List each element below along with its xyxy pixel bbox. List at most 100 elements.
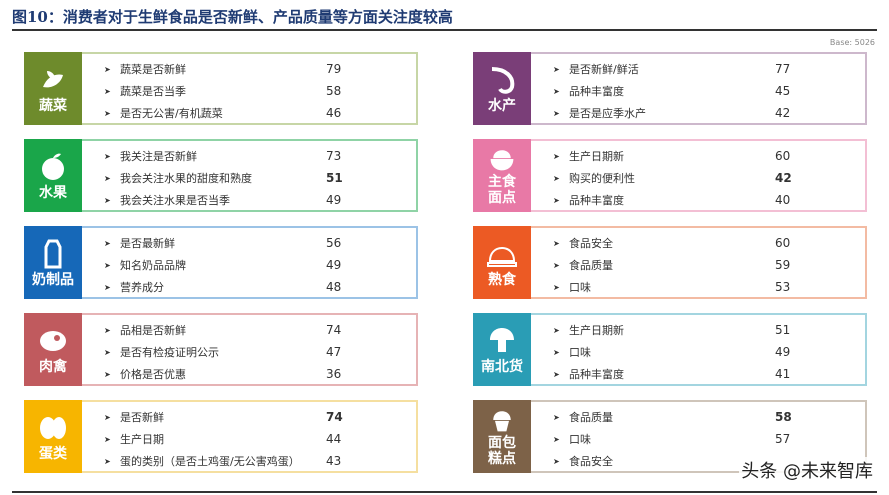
arrow-bullet-icon: ➤	[104, 108, 111, 118]
figure-title: 图10：消费者对于生鲜食品是否新鲜、产品质量等方面关注度较高	[12, 8, 453, 26]
item-label: 食品质量	[569, 411, 613, 424]
list-item: ➤ 品相是否新鲜 74	[104, 319, 416, 341]
item-value: 57	[775, 432, 791, 446]
bottom-divider	[12, 491, 877, 493]
item-label: 食品安全	[569, 237, 613, 250]
category-label: 主食面点	[488, 174, 516, 206]
list-item: ➤ 品种丰富度 41	[553, 363, 865, 385]
list-item: ➤ 我会关注水果是否当季 49	[104, 189, 416, 211]
cloche-icon	[487, 246, 517, 267]
item-label: 品种丰富度	[569, 194, 624, 207]
category-icon-block: 奶制品	[24, 226, 82, 299]
category-icon-block: 主食面点	[473, 139, 531, 212]
arrow-bullet-icon: ➤	[104, 369, 111, 379]
list-item: ➤ 生产日期新 51	[553, 319, 865, 341]
arrow-bullet-icon: ➤	[553, 151, 560, 161]
arrow-bullet-icon: ➤	[553, 64, 560, 74]
egg-icon	[40, 417, 66, 439]
list-item: ➤ 我关注是否新鲜 73	[104, 145, 416, 167]
category-icon-block: 水产	[473, 52, 531, 125]
arrow-bullet-icon: ➤	[104, 173, 111, 183]
category-card: 南北货 ➤ 生产日期新 51 ➤ 口味 49 ➤ 品种丰富度 41	[473, 313, 867, 386]
category-icon-block: 面包糕点	[473, 400, 531, 473]
base-note: Base: 5026	[829, 38, 875, 47]
item-label: 我关注是否新鲜	[120, 150, 197, 163]
item-value: 53	[775, 280, 791, 294]
item-value: 49	[326, 258, 342, 272]
item-value: 58	[775, 410, 792, 424]
arrow-bullet-icon: ➤	[553, 434, 560, 444]
item-value: 41	[775, 367, 791, 381]
item-label: 品种丰富度	[569, 368, 624, 381]
arrow-bullet-icon: ➤	[104, 195, 111, 205]
meat-icon	[40, 331, 66, 351]
list-item: ➤ 蔬菜是否当季 58	[104, 80, 416, 102]
arrow-bullet-icon: ➤	[553, 86, 560, 96]
list-item: ➤ 食品安全	[553, 450, 865, 472]
category-card: 蛋类 ➤ 是否新鲜 74 ➤ 生产日期 44 ➤ 蛋的类别（是否土鸡蛋/无公害鸡…	[24, 400, 418, 473]
list-item: ➤ 品种丰富度 40	[553, 189, 865, 211]
arrow-bullet-icon: ➤	[553, 347, 560, 357]
list-item: ➤ 食品质量 59	[553, 254, 865, 276]
arrow-bullet-icon: ➤	[553, 325, 560, 335]
arrow-bullet-icon: ➤	[553, 173, 560, 183]
arrow-bullet-icon: ➤	[553, 108, 560, 118]
list-item: ➤ 口味 57	[553, 428, 865, 450]
list-item: ➤ 是否新鲜 74	[104, 406, 416, 428]
item-label: 食品安全	[569, 455, 613, 468]
milk-carton-icon	[44, 239, 62, 269]
category-card: 水产 ➤ 是否新鲜/鲜活 77 ➤ 品种丰富度 45 ➤ 是否是应季水产 42	[473, 52, 867, 125]
item-value: 46	[326, 106, 342, 120]
item-label: 蔬菜是否新鲜	[120, 63, 186, 76]
item-value: 49	[775, 345, 791, 359]
item-label: 蔬菜是否当季	[120, 85, 186, 98]
item-value: 56	[326, 236, 342, 250]
list-item: ➤ 口味 49	[553, 341, 865, 363]
shrimp-icon	[491, 67, 515, 94]
list-item: ➤ 食品安全 60	[553, 232, 865, 254]
item-label: 蛋的类别（是否土鸡蛋/无公害鸡蛋）	[120, 455, 300, 468]
item-label: 购买的便利性	[569, 172, 635, 185]
category-label: 奶制品	[32, 272, 74, 288]
arrow-bullet-icon: ➤	[104, 434, 111, 444]
arrow-bullet-icon: ➤	[104, 347, 111, 357]
list-item: ➤ 生产日期 44	[104, 428, 416, 450]
item-value: 44	[326, 432, 342, 446]
item-label: 生产日期新	[569, 324, 624, 337]
list-item: ➤ 是否是应季水产 42	[553, 102, 865, 124]
item-value: 60	[775, 149, 791, 163]
item-value: 42	[775, 171, 792, 185]
title-divider	[12, 29, 877, 31]
category-card: 主食面点 ➤ 生产日期新 60 ➤ 购买的便利性 42 ➤ 品种丰富度 40	[473, 139, 867, 212]
arrow-bullet-icon: ➤	[104, 260, 111, 270]
list-item: ➤ 知名奶品品牌 49	[104, 254, 416, 276]
item-label: 口味	[569, 346, 591, 359]
category-label: 蛋类	[39, 446, 67, 462]
category-label: 熟食	[488, 272, 516, 288]
category-card: 肉禽 ➤ 品相是否新鲜 74 ➤ 是否有检疫证明公示 47 ➤ 价格是否优惠 3…	[24, 313, 418, 386]
item-label: 我会关注水果的甜度和熟度	[120, 172, 252, 185]
item-label: 是否无公害/有机蔬菜	[120, 107, 223, 120]
category-card: 蔬菜 ➤ 蔬菜是否新鲜 79 ➤ 蔬菜是否当季 58 ➤ 是否无公害/有机蔬菜 …	[24, 52, 418, 125]
arrow-bullet-icon: ➤	[553, 238, 560, 248]
list-item: ➤ 食品质量 58	[553, 406, 865, 428]
arrow-bullet-icon: ➤	[553, 195, 560, 205]
vegetable-icon	[43, 71, 63, 88]
arrow-bullet-icon: ➤	[104, 238, 111, 248]
category-label: 蔬菜	[39, 98, 67, 114]
item-label: 知名奶品品牌	[120, 259, 186, 272]
item-value: 40	[775, 193, 791, 207]
category-label: 肉禽	[39, 359, 67, 375]
category-card: 熟食 ➤ 食品安全 60 ➤ 食品质量 59 ➤ 口味 53	[473, 226, 867, 299]
category-label: 水产	[488, 98, 516, 114]
arrow-bullet-icon: ➤	[104, 282, 111, 292]
list-item: ➤ 生产日期新 60	[553, 145, 865, 167]
item-label: 食品质量	[569, 259, 613, 272]
arrow-bullet-icon: ➤	[553, 412, 560, 422]
arrow-bullet-icon: ➤	[104, 151, 111, 161]
item-value: 77	[775, 62, 791, 76]
item-label: 生产日期新	[569, 150, 624, 163]
list-item: ➤ 蔬菜是否新鲜 79	[104, 58, 416, 80]
list-item: ➤ 是否无公害/有机蔬菜 46	[104, 102, 416, 124]
item-value: 60	[775, 236, 791, 250]
